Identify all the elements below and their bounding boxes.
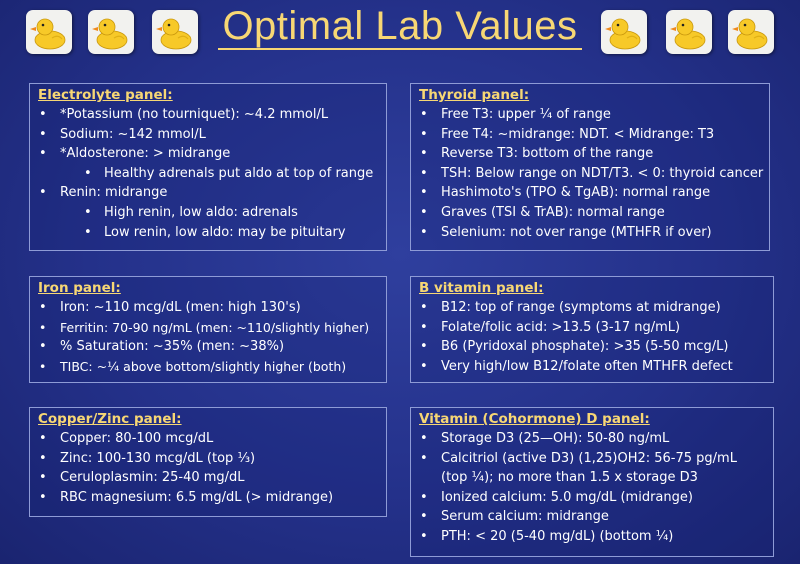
thyroid-list: Free T3: upper ¼ of range Free T4: ~midr… [419, 105, 763, 243]
rubber-duck-icon [728, 10, 774, 54]
page-title-text: Optimal Lab Values [218, 4, 582, 50]
list-item: Reverse T3: bottom of the range [419, 144, 762, 164]
list-item: Iron: ~110 mcg/dL (men: high 130's) [38, 298, 379, 318]
thyroid-panel-title: Thyroid panel: [419, 87, 530, 103]
list-item: Calcitriol (active D3) (1,25)OH2: 56-75 … [419, 449, 751, 488]
list-item: B6 (Pyridoxal phosphate): >35 (5-50 mcg/… [419, 337, 766, 357]
list-item: Ionized calcium: 5.0 mg/dL (midrange) [419, 488, 766, 508]
electrolyte-panel-title: Electrolyte panel: [38, 87, 173, 103]
list-item: Very high/low B12/folate often MTHFR def… [419, 357, 766, 377]
list-item: Storage D3 (25—OH): 50-80 ng/mL [419, 429, 766, 449]
list-subitem: Low renin, low aldo: may be pituitary [38, 223, 379, 243]
b-vitamin-panel-title: B vitamin panel: [419, 280, 544, 296]
list-item: B12: top of range (symptoms at midrange) [419, 298, 766, 318]
page-title: Optimal Lab Values [0, 4, 800, 50]
list-item: Ceruloplasmin: 25-40 mg/dL [38, 468, 379, 488]
list-item: *Potassium (no tourniquet): ~4.2 mmol/L [38, 105, 379, 125]
list-item: Free T4: ~midrange: NDT. < Midrange: T3 [419, 125, 762, 145]
list-item: Renin: midrange [38, 183, 379, 203]
b-vitamin-list: B12: top of range (symptoms at midrange)… [419, 298, 766, 376]
list-item: TIBC: ~¼ above bottom/slightly higher (b… [38, 357, 379, 377]
list-item: PTH: < 20 (5-40 mg/dL) (bottom ¼) [419, 527, 766, 547]
list-item: Hashimoto's (TPO & TgAB): normal range [419, 183, 762, 203]
copper-zinc-panel-title: Copper/Zinc panel: [38, 411, 182, 427]
list-item: Sodium: ~142 mmol/L [38, 125, 379, 145]
list-subitem: Healthy adrenals put aldo at top of rang… [38, 164, 379, 184]
iron-panel-title: Iron panel: [38, 280, 121, 296]
rubber-duck-icon [88, 10, 134, 54]
vitamin-d-panel-title: Vitamin (Cohormone) D panel: [419, 411, 650, 427]
list-item: Copper: 80-100 mcg/dL [38, 429, 379, 449]
copper-zinc-panel: Copper/Zinc panel: Copper: 80-100 mcg/dL… [29, 407, 387, 517]
rubber-duck-icon [601, 10, 647, 54]
list-item: Graves (TSI & TrAB): normal range [419, 203, 762, 223]
thyroid-panel: Thyroid panel: Free T3: upper ¼ of range… [410, 83, 770, 251]
list-item: Zinc: 100-130 mcg/dL (top ⅓) [38, 449, 379, 469]
electrolyte-list: *Potassium (no tourniquet): ~4.2 mmol/L … [38, 105, 379, 242]
list-item: TSH: Below range on NDT/T3. < 0: thyroid… [419, 164, 763, 184]
list-item: Ferritin: 70-90 ng/mL (men: ~110/slightl… [38, 318, 379, 338]
rubber-duck-icon [152, 10, 198, 54]
list-item: Selenium: not over range (MTHFR if over) [419, 223, 762, 243]
list-item: % Saturation: ~35% (men: ~38%) [38, 337, 379, 357]
list-item: Serum calcium: midrange [419, 507, 766, 527]
rubber-duck-icon [666, 10, 712, 54]
vitamin-d-panel: Vitamin (Cohormone) D panel: Storage D3 … [410, 407, 774, 557]
list-subitem: High renin, low aldo: adrenals [38, 203, 379, 223]
rubber-duck-icon [26, 10, 72, 54]
electrolyte-panel: Electrolyte panel: *Potassium (no tourni… [29, 83, 387, 251]
vitamin-d-list: Storage D3 (25—OH): 50-80 ng/mL Calcitri… [419, 429, 766, 547]
b-vitamin-panel: B vitamin panel: B12: top of range (symp… [410, 276, 774, 383]
copper-zinc-list: Copper: 80-100 mcg/dL Zinc: 100-130 mcg/… [38, 429, 379, 507]
list-item: RBC magnesium: 6.5 mg/dL (> midrange) [38, 488, 379, 508]
iron-panel: Iron panel: Iron: ~110 mcg/dL (men: high… [29, 276, 387, 383]
list-item: Free T3: upper ¼ of range [419, 105, 762, 125]
iron-list: Iron: ~110 mcg/dL (men: high 130's) Ferr… [38, 298, 379, 376]
list-item: *Aldosterone: > midrange [38, 144, 379, 164]
list-item: Folate/folic acid: >13.5 (3-17 ng/mL) [419, 318, 766, 338]
